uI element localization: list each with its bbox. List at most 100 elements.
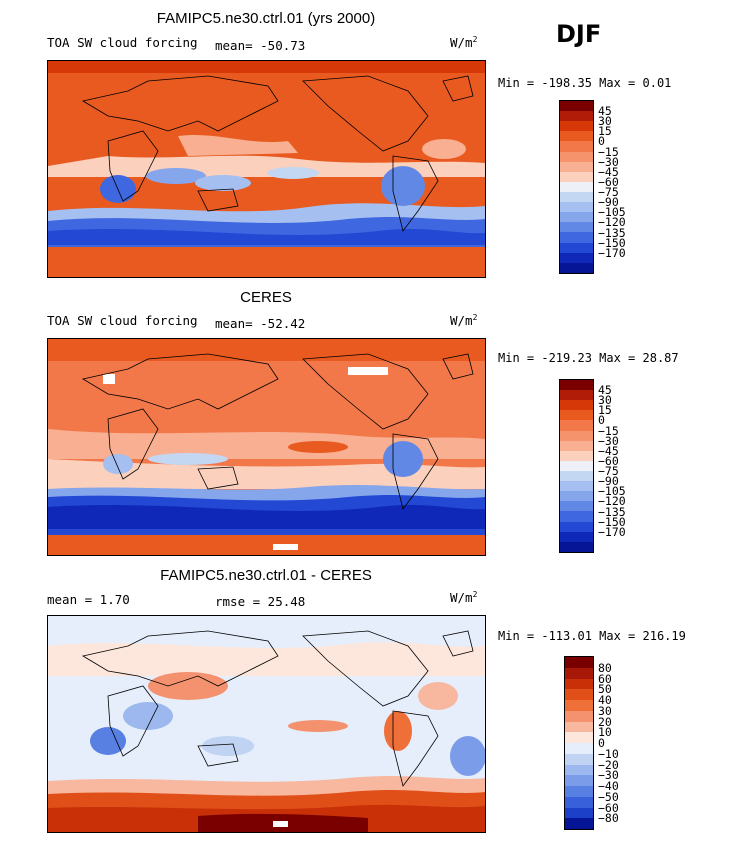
colorbar-segment (560, 420, 593, 431)
colorbar-tick-label: −105 (598, 484, 626, 499)
colorbar-segment (560, 131, 593, 142)
colorbar-tick-label: −15 (598, 144, 619, 159)
panel-2-min-max: Min = -219.23 Max = 28.87 (498, 351, 679, 365)
colorbar-segment (565, 732, 593, 743)
colorbar-tick-label: −10 (598, 746, 619, 761)
season-label: DJF (556, 20, 602, 48)
colorbar-tick-label: 10 (598, 725, 612, 740)
colorbar-tick-label: −170 (598, 245, 626, 260)
colorbar-segment (560, 181, 593, 192)
colorbar-tick-label: −60 (598, 800, 619, 815)
colorbar-segment (560, 521, 593, 532)
colorbar-segment (560, 390, 593, 401)
panel-2-map (47, 338, 486, 556)
colorbar-segment (560, 481, 593, 492)
colorbar-segment (565, 786, 593, 797)
colorbar-tick-label: −20 (598, 757, 619, 772)
panel-2-colorbar (559, 379, 594, 553)
colorbar-segment (565, 721, 593, 733)
colorbar-segment (560, 491, 593, 502)
colorbar-tick-label: −50 (598, 789, 619, 804)
panel-3-mean-label: mean = 1.70 (47, 592, 130, 607)
colorbar-tick-label: −60 (598, 453, 619, 468)
colorbar-tick-label: 0 (598, 736, 605, 750)
colorbar-segment (565, 753, 593, 765)
colorbar-segment (565, 689, 593, 700)
colorbar-segment (565, 700, 593, 711)
colorbar-tick-label: 0 (598, 134, 605, 149)
colorbar-tick-label: −45 (598, 443, 619, 458)
colorbar-segment (560, 111, 593, 122)
colorbar-tick-label: −135 (598, 225, 626, 240)
panel-1-units: W/m2 (450, 35, 478, 51)
colorbar-segment (560, 242, 593, 253)
panel-3-title: FAMIPC5.ne30.ctrl.01 - CERES (160, 567, 372, 584)
panel-3-min-max: Min = -113.01 Max = 216.19 (498, 629, 686, 643)
colorbar-tick-label: 15 (598, 403, 612, 418)
panel-2-mean-label: mean= -52.42 (215, 316, 306, 331)
colorbar-tick-label: −45 (598, 164, 619, 179)
colorbar-tick-label: 80 (598, 660, 612, 675)
colorbar-segment (565, 807, 593, 819)
colorbar-segment (560, 262, 593, 273)
colorbar-tick-label: −150 (598, 514, 626, 529)
colorbar-segment (560, 470, 593, 482)
panel-1-colorbar (559, 100, 594, 274)
panel-3-units: W/m2 (450, 590, 478, 606)
panel-1-map-field (48, 61, 485, 277)
panel-2-units: W/m2 (450, 313, 478, 329)
colorbar-tick-label: −90 (598, 474, 619, 489)
colorbar-segment (560, 252, 593, 263)
colorbar-segment (560, 410, 593, 421)
colorbar-segment (560, 380, 593, 391)
colorbar-tick-label: −30 (598, 433, 619, 448)
colorbar-segment (560, 141, 593, 152)
colorbar-segment (560, 222, 593, 233)
colorbar-tick-label: −15 (598, 423, 619, 438)
colorbar-tick-label: −135 (598, 504, 626, 519)
panel-1-mean-label: mean= -50.73 (215, 38, 306, 53)
panel-1-min-max: Min = -198.35 Max = 0.01 (498, 76, 672, 90)
colorbar-segment (565, 818, 593, 829)
panel-2-map-field (48, 339, 485, 555)
colorbar-tick-label: −105 (598, 205, 626, 220)
colorbar-tick-label: −30 (598, 154, 619, 169)
colorbar-tick-label: −75 (598, 464, 619, 479)
colorbar-tick-label: 0 (598, 413, 605, 428)
panel-3-map (47, 615, 486, 833)
colorbar-tick-label: −40 (598, 779, 619, 793)
colorbar-segment (560, 541, 593, 552)
colorbar-segment (560, 440, 593, 451)
colorbar-tick-label: −120 (598, 215, 626, 230)
panel-1-title: FAMIPC5.ne30.ctrl.01 (yrs 2000) (156, 10, 376, 27)
colorbar-tick-label: −150 (598, 235, 626, 250)
colorbar-segment (560, 191, 593, 203)
colorbar-segment (565, 667, 593, 679)
colorbar-tick-label: 30 (598, 703, 612, 718)
colorbar-tick-label: 50 (598, 682, 612, 697)
colorbar-tick-label: 30 (598, 114, 612, 129)
colorbar-tick-label: 20 (598, 714, 612, 729)
colorbar-segment (560, 121, 593, 132)
panel-1-variable-label: TOA SW cloud forcing (47, 35, 198, 50)
colorbar-tick-label: −90 (598, 195, 619, 210)
panel-2-title: CERES (240, 289, 292, 306)
panel-1-map (47, 60, 486, 278)
colorbar-segment (560, 430, 593, 441)
colorbar-segment (560, 161, 593, 172)
colorbar-segment (560, 101, 593, 112)
panel-3-colorbar (564, 656, 594, 830)
colorbar-tick-label: 30 (598, 393, 612, 408)
colorbar-segment (565, 775, 593, 786)
colorbar-segment (565, 657, 593, 668)
colorbar-tick-label: −75 (598, 185, 619, 200)
colorbar-segment (560, 400, 593, 411)
colorbar-tick-label: −60 (598, 174, 619, 189)
colorbar-segment (560, 202, 593, 213)
colorbar-segment (560, 212, 593, 223)
colorbar-tick-label: 45 (598, 104, 612, 119)
colorbar-tick-label: −170 (598, 524, 626, 539)
colorbar-tick-label: 40 (598, 693, 612, 707)
colorbar-tick-label: 60 (598, 671, 612, 686)
panel-2-variable-label: TOA SW cloud forcing (47, 313, 198, 328)
